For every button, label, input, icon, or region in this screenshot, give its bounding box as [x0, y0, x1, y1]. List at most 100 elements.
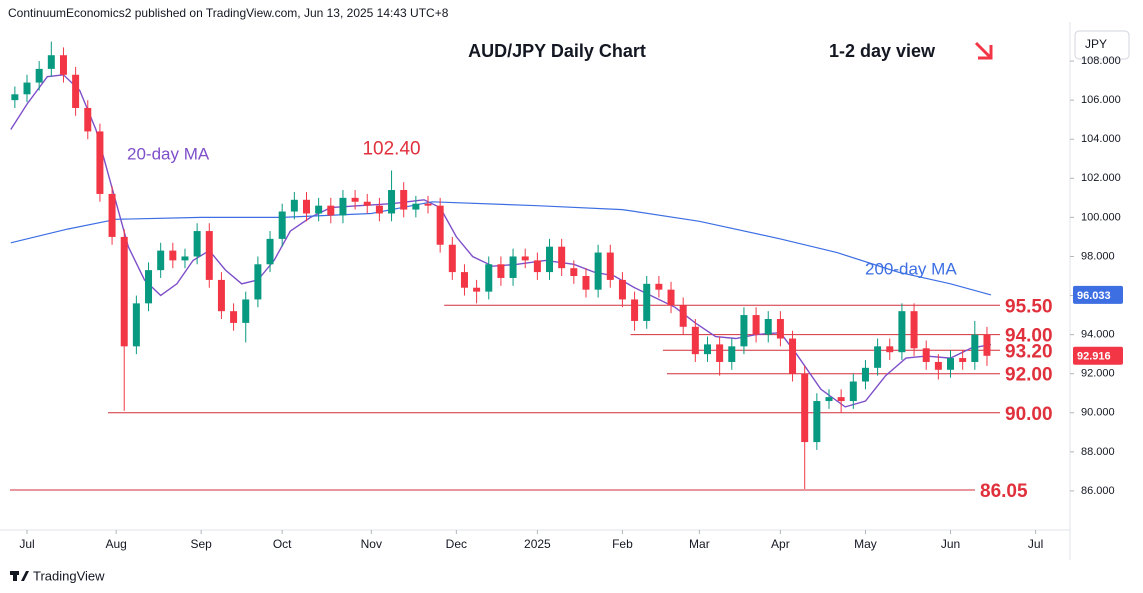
candle-body [351, 197, 359, 202]
candle-body [181, 256, 189, 261]
level-label: 90.00 [1005, 404, 1053, 425]
y-tick-label: 108.000 [1081, 55, 1121, 67]
candle-body [23, 82, 31, 95]
level-label: 95.50 [1005, 296, 1053, 317]
y-tick-label: 104.000 [1081, 133, 1121, 145]
candle-body [120, 236, 128, 347]
candle-body [157, 250, 165, 271]
candle-body [473, 287, 481, 292]
x-tick-label: Jul [1028, 537, 1043, 551]
y-tick-label: 88.000 [1081, 446, 1115, 458]
candle-body [679, 305, 687, 327]
level-label: 94.00 [1005, 326, 1053, 347]
candle-body [290, 199, 298, 212]
candle-body [266, 238, 274, 265]
candle-body [339, 197, 347, 216]
y-tick-label: 102.000 [1081, 172, 1121, 184]
candle-body [631, 299, 639, 321]
candle-body [509, 256, 517, 278]
x-tick-label: Nov [361, 537, 382, 551]
candle-body [108, 193, 116, 237]
candle-body [582, 276, 590, 290]
level-label: 93.20 [1005, 341, 1053, 362]
candle-body [412, 203, 420, 210]
candle-body [849, 381, 857, 402]
x-tick-label: Mar [689, 537, 710, 551]
candle-body [728, 346, 736, 362]
candle-body [910, 311, 918, 349]
x-tick-label: Apr [771, 537, 790, 551]
candle-body [643, 283, 651, 321]
candle-body [497, 264, 505, 278]
candle-body [922, 348, 930, 362]
candle-body [363, 201, 371, 206]
y-tick-label: 86.000 [1081, 485, 1115, 497]
x-tick-label: Jul [19, 537, 34, 551]
level-label: 92.00 [1005, 365, 1053, 386]
candle-body [886, 346, 894, 353]
candle-body [691, 326, 699, 355]
candle-body [837, 397, 845, 402]
candle-body [302, 199, 310, 214]
chart-subtitle: 1-2 day view [829, 41, 936, 61]
y-tick-label: 106.000 [1081, 94, 1121, 106]
x-tick-label: May [854, 537, 877, 551]
candle-body [132, 303, 140, 347]
candle-body [533, 260, 541, 273]
candle-body [959, 358, 967, 362]
candle-body [485, 264, 493, 292]
y-tick-label: 90.000 [1081, 407, 1115, 419]
x-tick-label: Sep [191, 537, 213, 551]
x-tick-label: Feb [612, 537, 633, 551]
last-price-badge: 92.916 [1077, 351, 1111, 363]
candle-body [230, 311, 238, 323]
chart-title: AUD/JPY Daily Chart [468, 41, 646, 61]
candle-body [703, 344, 711, 355]
x-tick-label: Oct [273, 537, 292, 551]
x-tick-label: Jun [941, 537, 960, 551]
candle-body [618, 279, 626, 300]
candle-body [898, 311, 906, 353]
candle-body [400, 190, 408, 210]
candle-body [47, 55, 55, 69]
candle-body [11, 94, 19, 101]
y-tick-label: 98.000 [1081, 250, 1115, 262]
candle-body [424, 203, 432, 206]
candle-body [947, 358, 955, 370]
candle-body [254, 264, 262, 300]
candle-body [558, 246, 566, 269]
candle-body [789, 338, 797, 374]
candle-body [546, 246, 554, 273]
candle-body [606, 252, 614, 280]
candle-body [971, 334, 979, 362]
y-tick-label: 92.000 [1081, 368, 1115, 380]
candle-body [825, 397, 833, 402]
last-price-badge-box [1073, 346, 1123, 365]
candle-body [96, 131, 104, 194]
direction-arrow [974, 41, 993, 60]
footer-brand: TradingView [33, 568, 105, 583]
candle-body [448, 244, 456, 273]
candle-body [667, 289, 675, 306]
candle-body [84, 107, 92, 132]
currency-label: JPY [1085, 37, 1107, 51]
candle-body [145, 270, 153, 304]
candle-body [655, 283, 663, 290]
series-label: 200-day MA [865, 259, 957, 278]
x-tick-label: Aug [105, 537, 126, 551]
candle-body [983, 334, 991, 356]
candle-body [934, 361, 942, 370]
currency-box[interactable] [1074, 30, 1130, 60]
candle-body [72, 74, 80, 108]
ma-price-badge-box [1073, 285, 1123, 304]
candle-body [521, 256, 529, 261]
candle-body [460, 272, 468, 288]
candle-body [861, 367, 869, 382]
candle-body [375, 205, 383, 214]
candle-body [594, 252, 602, 290]
candle-body [242, 299, 250, 323]
y-tick-label: 100.000 [1081, 211, 1121, 223]
candle-body [764, 318, 772, 335]
